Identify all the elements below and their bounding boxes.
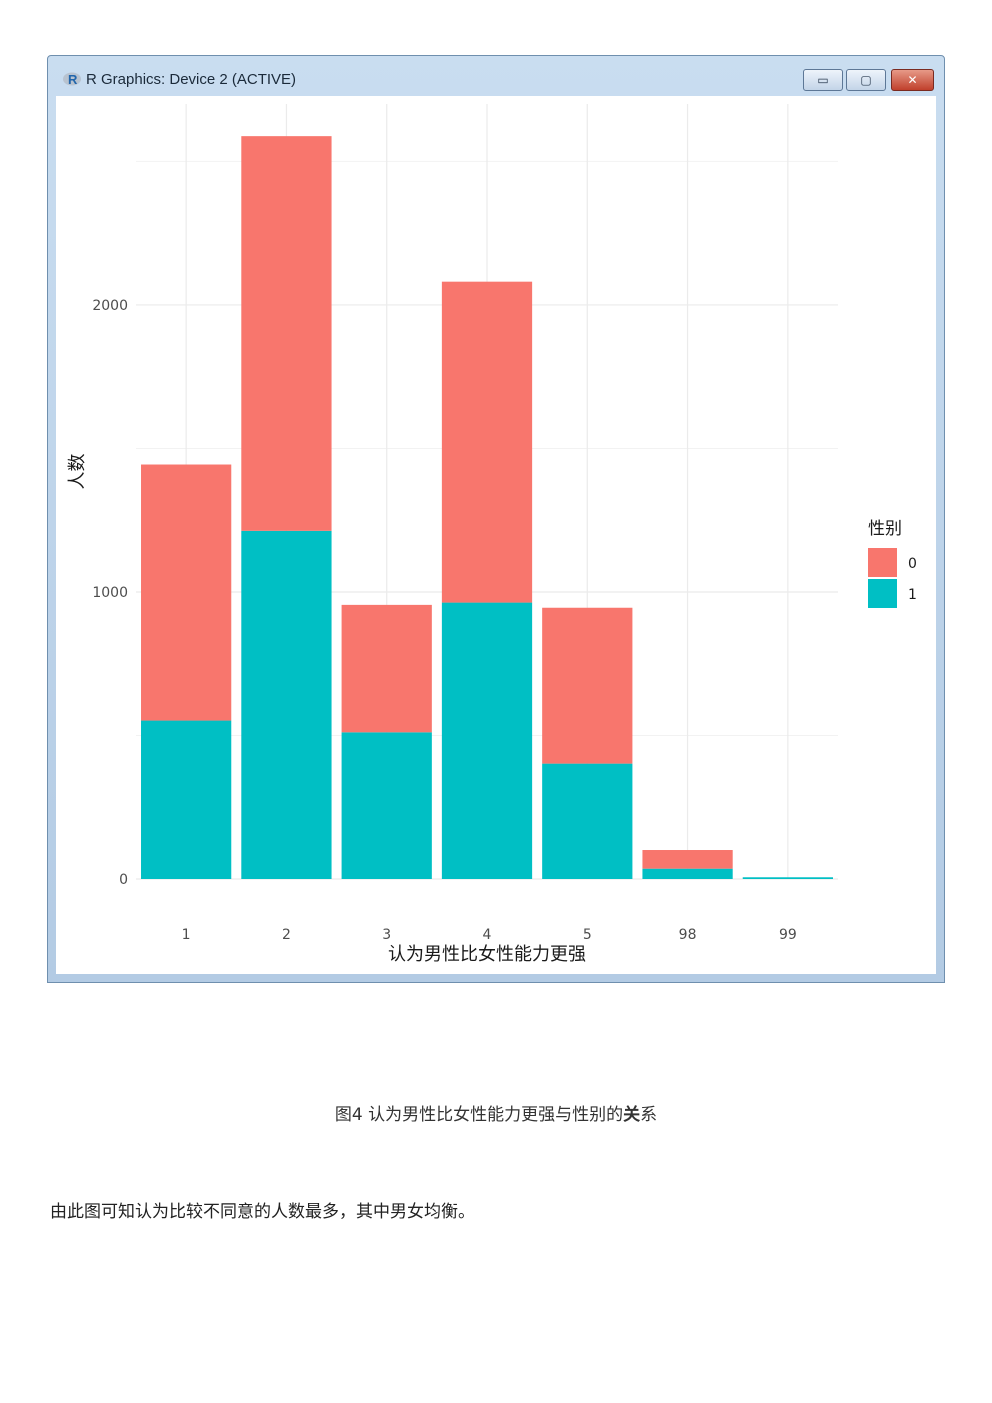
maximize-button[interactable]: ▢	[846, 69, 886, 91]
caption-bold-char: 关	[623, 1105, 641, 1125]
x-tick-label: 2	[282, 927, 291, 943]
bar-series-0-cat-2	[241, 136, 332, 531]
minimize-icon: ▭	[817, 73, 829, 87]
bar-series-1-cat-99	[742, 877, 833, 879]
legend-label-1: 1	[908, 587, 917, 603]
x-tick-label: 98	[679, 927, 697, 943]
bar-series-0-cat-3	[341, 604, 432, 733]
x-tick-label: 5	[583, 927, 592, 943]
x-tick-label: 1	[182, 927, 191, 943]
bar-series-0-cat-5	[542, 607, 633, 764]
legend-title: 性别	[868, 519, 902, 539]
bar-series-1-cat-98	[642, 868, 733, 879]
close-button[interactable]: ✕	[891, 69, 934, 91]
caption-suffix: 系	[640, 1105, 658, 1125]
y-tick-label: 0	[119, 872, 128, 888]
window-titlebar[interactable]: R R Graphics: Device 2 (ACTIVE) ▭ ▢ ✕	[48, 56, 944, 96]
caption-text: 图4 认为男性比女性能力更强与性别的	[334, 1105, 624, 1125]
x-axis-title: 认为男性比女性能力更强	[388, 944, 586, 965]
bar-series-1-cat-5	[542, 763, 633, 879]
body-paragraph: 由此图可知认为比较不同意的人数最多，其中男女均衡。	[50, 1202, 475, 1222]
r-graphics-window: R R Graphics: Device 2 (ACTIVE) ▭ ▢ ✕ 0 1…	[47, 55, 945, 983]
bar-series-0-cat-1	[141, 464, 232, 721]
window-title: R Graphics: Device 2 (ACTIVE)	[86, 71, 297, 88]
bar-series-1-cat-3	[341, 732, 432, 879]
bar-series-1-cat-4	[441, 602, 533, 879]
close-icon: ✕	[907, 73, 918, 87]
maximize-icon: ▢	[860, 73, 872, 87]
bar-series-1-cat-2	[241, 530, 332, 879]
x-tick-label: 99	[779, 927, 797, 943]
y-axis-title: 人数	[67, 454, 88, 490]
bar-series-0-cat-4	[441, 281, 533, 603]
x-tick-label: 4	[483, 927, 492, 943]
y-tick-label: 2000	[92, 298, 128, 314]
x-tick-label: 3	[382, 927, 391, 943]
legend-swatch-0	[868, 548, 897, 577]
bar-series-0-cat-98	[642, 850, 733, 869]
r-logo-icon: R	[63, 72, 81, 87]
figure-caption: 图4 认为男性比女性能力更强与性别的关系	[0, 1100, 992, 1125]
bar-series-1-cat-1	[141, 720, 232, 879]
legend-swatch-1	[868, 579, 897, 608]
y-tick-label: 1000	[92, 585, 128, 601]
legend-label-0: 0	[908, 556, 917, 572]
minimize-button[interactable]: ▭	[803, 69, 843, 91]
svg-text:R: R	[68, 72, 78, 87]
plot-area: 0 1000 2000 1 2 3 4 5 98 99 认为男性比女性能力更强 人数性别 0 1	[56, 96, 936, 974]
